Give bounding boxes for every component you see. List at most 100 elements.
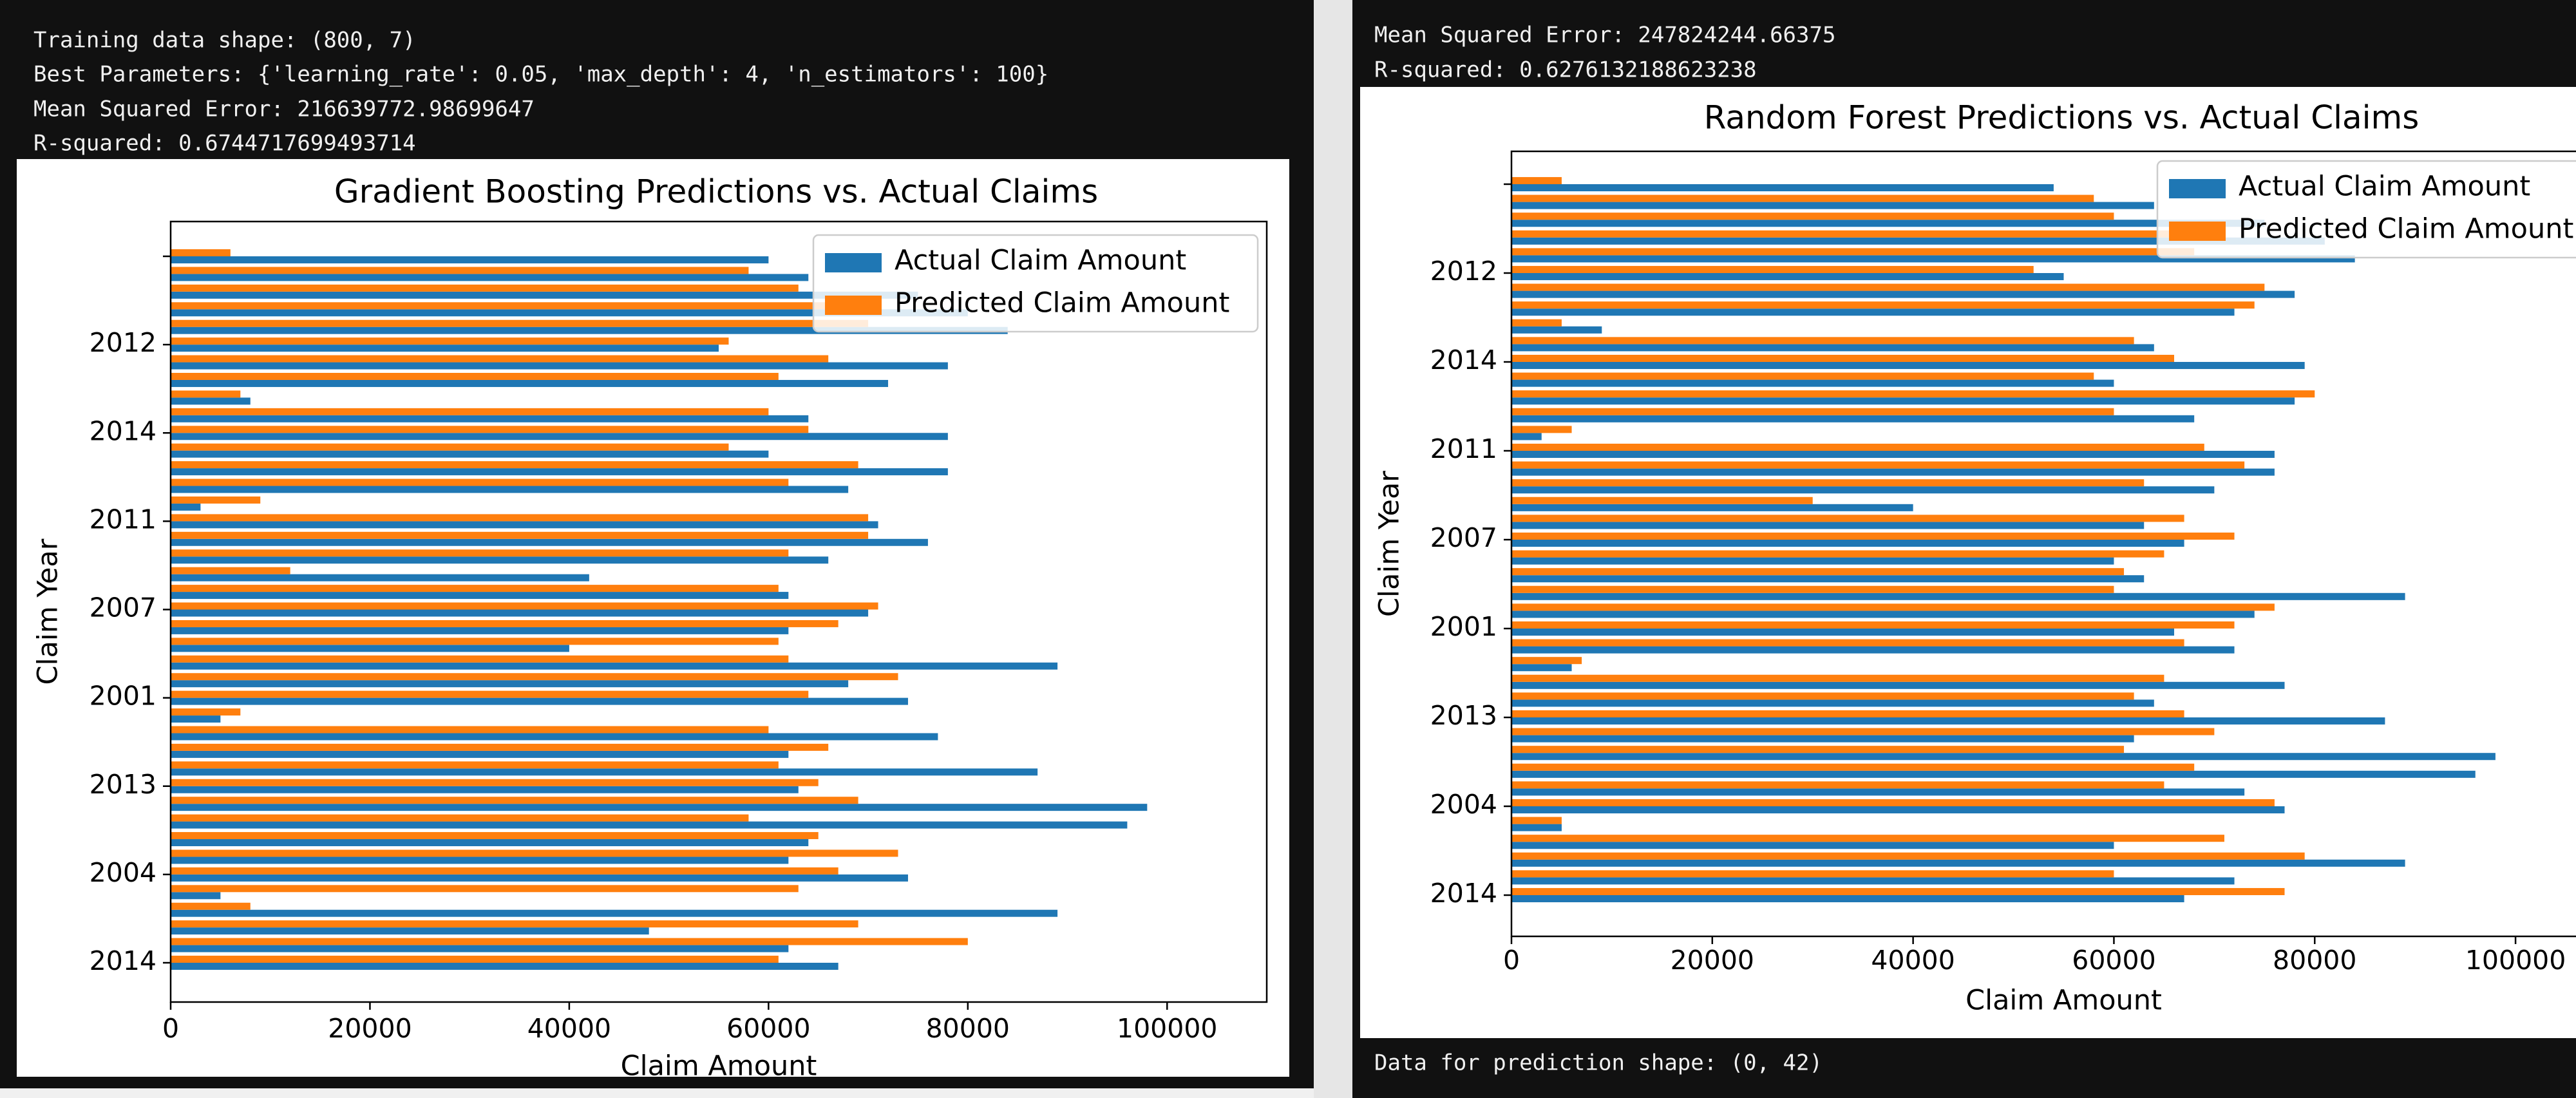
bar [171,337,729,345]
legend-box [2156,160,2576,259]
x-axis-label: Claim Amount [1965,985,2162,1017]
bar [171,567,290,574]
bar [1511,220,2265,227]
y-tick-label: 2014 [90,945,156,976]
bar [1511,184,2054,192]
bar [1511,657,1582,665]
bar [1511,337,2134,345]
x-tick-label: 40000 [527,1013,611,1044]
bar [171,574,589,582]
bar [1511,176,1562,184]
y-tick-label: 2011 [1430,433,1497,464]
bar [171,319,869,327]
bar [1511,817,1562,824]
bar [171,433,948,440]
console-line: R-squared: 0.6744717699493714 [33,131,416,156]
bar [1511,799,2275,806]
bar [171,284,799,292]
bar [171,327,1008,334]
console-footer: Data for prediction shape: (0, 42) [1374,1050,1823,1076]
x-tick-label: 20000 [328,1013,412,1044]
bar [171,945,789,952]
bar [171,715,221,723]
bar [1511,611,2255,618]
legend-label: Actual Claim Amount [2239,171,2530,203]
bar [1511,557,2114,565]
x-tick-label: 60000 [2072,945,2155,976]
y-tick-label: 2001 [1430,611,1497,642]
bar [1511,585,2114,593]
bar [171,592,789,600]
bar [171,415,809,422]
bar [171,909,1058,917]
bar [171,267,749,274]
bar [1511,230,2184,238]
bar [1511,497,1813,504]
bar [171,379,889,387]
bar [171,821,1128,829]
y-tick-label: 2012 [90,327,156,358]
bar [171,538,928,546]
bar [1511,870,2114,878]
bar [171,874,908,882]
console-line: Mean Squared Error: 216639772.98699647 [33,97,535,122]
bar [171,496,261,504]
bar [1511,540,2184,547]
bar [1511,887,2285,895]
bar [1511,852,2305,860]
bar [171,867,838,875]
bar [171,468,948,476]
chart: 0 20000 40000 60000 80000 100000 2014 2004 2013 2… [1360,87,2576,1038]
bar [1511,468,2275,476]
bar [1511,699,2154,707]
bar [171,362,948,370]
bar [171,690,809,698]
bar [171,743,829,751]
axes-frame [1510,150,2576,938]
bar [1511,824,1562,831]
legend-label: Actual Claim Amount [895,245,1186,277]
bar [1511,451,2275,459]
bar [1511,415,2195,422]
bar [171,249,231,256]
bar [171,920,858,928]
bar [1511,728,2215,735]
bar [171,786,799,793]
x-axis-label: Claim Amount [621,1050,817,1083]
bar [1511,842,2114,849]
bar [171,857,789,864]
bar [171,708,241,716]
chart-title: Gradient Boosting Predictions vs. Actual… [334,173,1098,211]
bar [171,832,819,840]
bar [171,503,201,511]
y-tick-label: 2007 [90,592,156,623]
bar [1511,664,1572,672]
legend-swatch [825,296,882,315]
bar [1511,621,2235,629]
x-tick-label: 100000 [1117,1013,1218,1044]
bar [171,274,809,281]
bar [1511,237,2325,245]
x-tick-label: 40000 [1871,945,1955,976]
y-tick-label: 2007 [1430,522,1497,553]
bar [1511,461,2245,469]
bar [1511,408,2114,415]
bar [1511,344,2154,352]
legend-box [812,234,1259,333]
bar [171,627,789,634]
bar [171,397,251,405]
console-line: Mean Squared Error: 247824244.66375 [1374,23,1835,48]
y-tick-label: 2014 [1430,345,1497,375]
bar [1511,788,2245,796]
bar [171,390,241,398]
bar [171,956,779,963]
bar [171,680,849,688]
x-tick-label: 80000 [2273,945,2356,976]
bar [1511,895,2184,903]
bar [171,309,968,317]
y-tick-label: 2004 [1430,789,1497,820]
bar [1511,639,2184,647]
console-line: Best Parameters: {'learning_rate': 0.05,… [33,62,1048,88]
bar [1511,390,2315,398]
bar [171,443,729,451]
